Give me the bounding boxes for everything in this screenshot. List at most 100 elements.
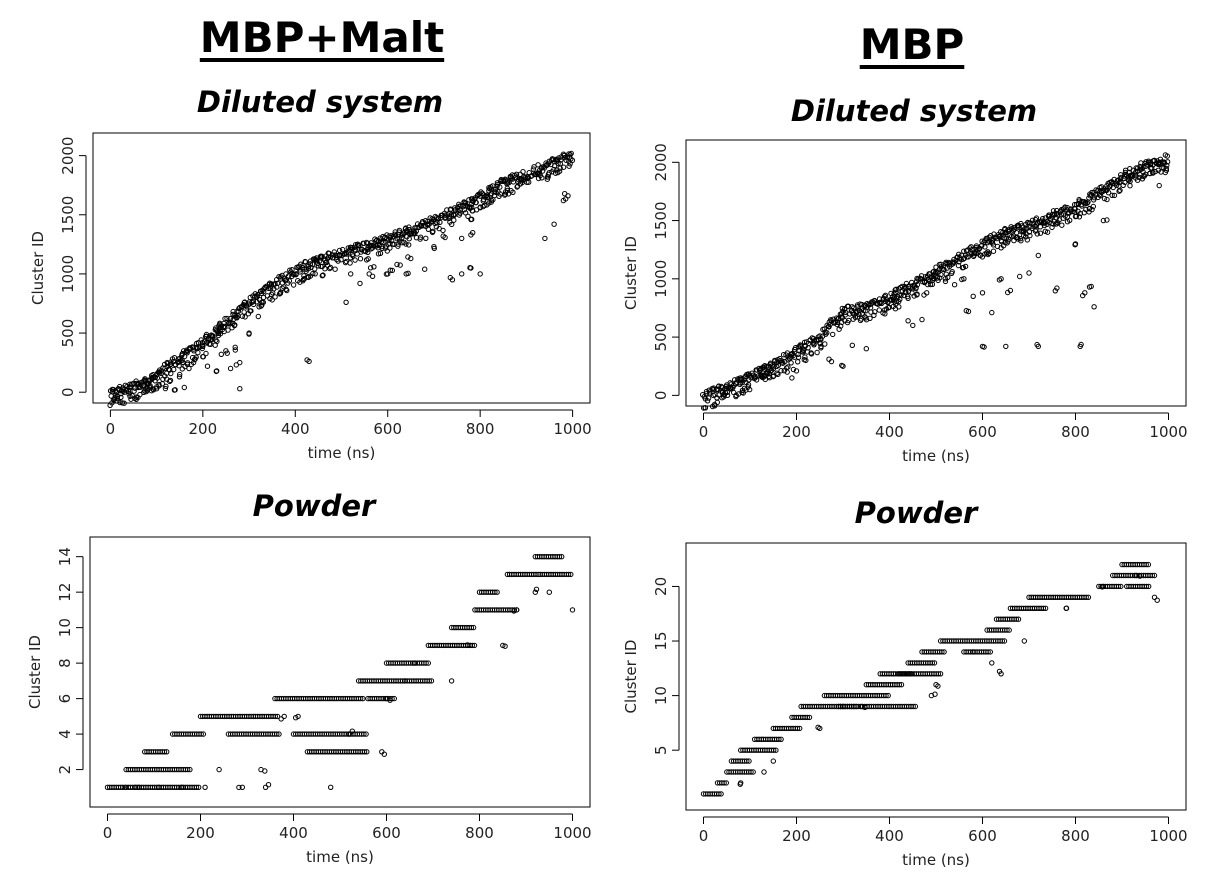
data-point bbox=[921, 292, 927, 298]
data-point bbox=[473, 199, 479, 206]
data-point bbox=[794, 725, 801, 732]
data-point bbox=[1089, 189, 1095, 196]
data-point bbox=[1091, 304, 1097, 310]
data-point bbox=[1049, 224, 1055, 231]
data-point bbox=[770, 758, 776, 764]
data-point bbox=[1117, 187, 1123, 194]
data-point bbox=[927, 278, 933, 284]
data-point bbox=[715, 386, 721, 392]
data-point bbox=[1111, 192, 1118, 199]
data-point bbox=[136, 784, 142, 790]
data-point bbox=[1105, 190, 1112, 196]
data-point bbox=[381, 751, 387, 757]
data-point bbox=[324, 259, 330, 266]
x-tick-label: 1000 bbox=[554, 420, 592, 438]
data-point bbox=[232, 347, 239, 353]
data-point bbox=[216, 766, 222, 773]
data-point bbox=[962, 252, 969, 259]
data-point bbox=[934, 275, 940, 281]
data-point bbox=[434, 220, 440, 226]
data-point bbox=[1073, 213, 1080, 219]
data-point bbox=[200, 731, 207, 737]
x-tick-label: 800 bbox=[466, 420, 495, 438]
data-point bbox=[1005, 289, 1011, 296]
data-point bbox=[747, 372, 753, 379]
x-tick-label: 600 bbox=[968, 827, 997, 845]
y-tick-label: 0 bbox=[652, 391, 670, 401]
y-tick-label: 5 bbox=[652, 745, 670, 755]
data-point bbox=[379, 245, 385, 252]
data-point bbox=[417, 234, 424, 240]
data-point bbox=[972, 249, 978, 256]
data-point bbox=[425, 218, 431, 225]
data-point bbox=[1000, 243, 1007, 249]
data-point bbox=[776, 736, 782, 742]
data-point bbox=[1099, 584, 1106, 590]
data-point bbox=[449, 221, 455, 228]
data-point bbox=[774, 370, 780, 376]
data-point bbox=[793, 368, 800, 374]
data-point bbox=[1037, 230, 1044, 236]
data-point bbox=[562, 191, 568, 197]
data-point bbox=[823, 331, 829, 337]
data-point bbox=[557, 165, 563, 171]
data-point bbox=[260, 299, 266, 305]
data-point bbox=[167, 377, 174, 384]
data-point bbox=[464, 642, 471, 648]
data-point bbox=[1027, 232, 1033, 239]
data-point bbox=[349, 728, 355, 734]
data-point bbox=[795, 359, 801, 365]
data-point bbox=[871, 312, 877, 318]
data-point bbox=[999, 638, 1005, 644]
data-point bbox=[171, 366, 177, 373]
data-point bbox=[546, 589, 552, 595]
x-tick-label: 400 bbox=[281, 420, 310, 438]
data-point bbox=[371, 264, 377, 270]
data-point bbox=[312, 266, 318, 272]
data-point bbox=[747, 386, 753, 393]
data-point bbox=[752, 373, 758, 380]
data-point bbox=[163, 383, 169, 389]
data-point bbox=[1161, 165, 1167, 171]
data-point bbox=[840, 703, 846, 710]
data-point bbox=[331, 249, 337, 255]
data-point bbox=[845, 303, 851, 309]
data-point bbox=[138, 382, 144, 388]
data-point bbox=[181, 353, 188, 360]
data-point bbox=[384, 248, 390, 254]
data-point bbox=[1104, 196, 1110, 203]
x-tick-label: 400 bbox=[279, 824, 308, 842]
data-point bbox=[1143, 159, 1149, 165]
data-point bbox=[963, 308, 969, 314]
data-point bbox=[314, 258, 320, 264]
y-tick-label: 500 bbox=[59, 319, 77, 348]
data-point bbox=[204, 363, 211, 369]
data-point bbox=[799, 348, 806, 355]
data-point bbox=[1147, 170, 1153, 177]
data-point bbox=[932, 691, 938, 697]
data-point bbox=[714, 399, 720, 406]
x-axis-label: time (ns) bbox=[902, 851, 970, 869]
data-point bbox=[137, 391, 143, 398]
data-point bbox=[269, 297, 275, 303]
data-point bbox=[513, 171, 520, 178]
data-point bbox=[468, 624, 475, 631]
data-point bbox=[767, 360, 774, 366]
data-point bbox=[272, 294, 278, 300]
data-point bbox=[883, 692, 889, 699]
data-point bbox=[1024, 237, 1031, 243]
data-point bbox=[361, 731, 367, 737]
x-tick-label: 600 bbox=[373, 420, 402, 438]
data-point bbox=[167, 362, 173, 368]
data-point bbox=[1157, 156, 1164, 163]
data-point bbox=[716, 383, 722, 389]
data-point bbox=[893, 286, 899, 292]
data-point bbox=[213, 368, 220, 375]
data-point bbox=[526, 179, 532, 185]
data-point bbox=[1033, 215, 1040, 221]
data-point bbox=[979, 290, 986, 296]
data-point bbox=[478, 189, 484, 195]
data-point bbox=[986, 250, 992, 257]
x-tick-label: 800 bbox=[465, 824, 494, 842]
chart-mbp-diluted: 0 200 400 600 800 1000 0 500 1000 1500 2000 time (n… bbox=[622, 139, 1188, 465]
